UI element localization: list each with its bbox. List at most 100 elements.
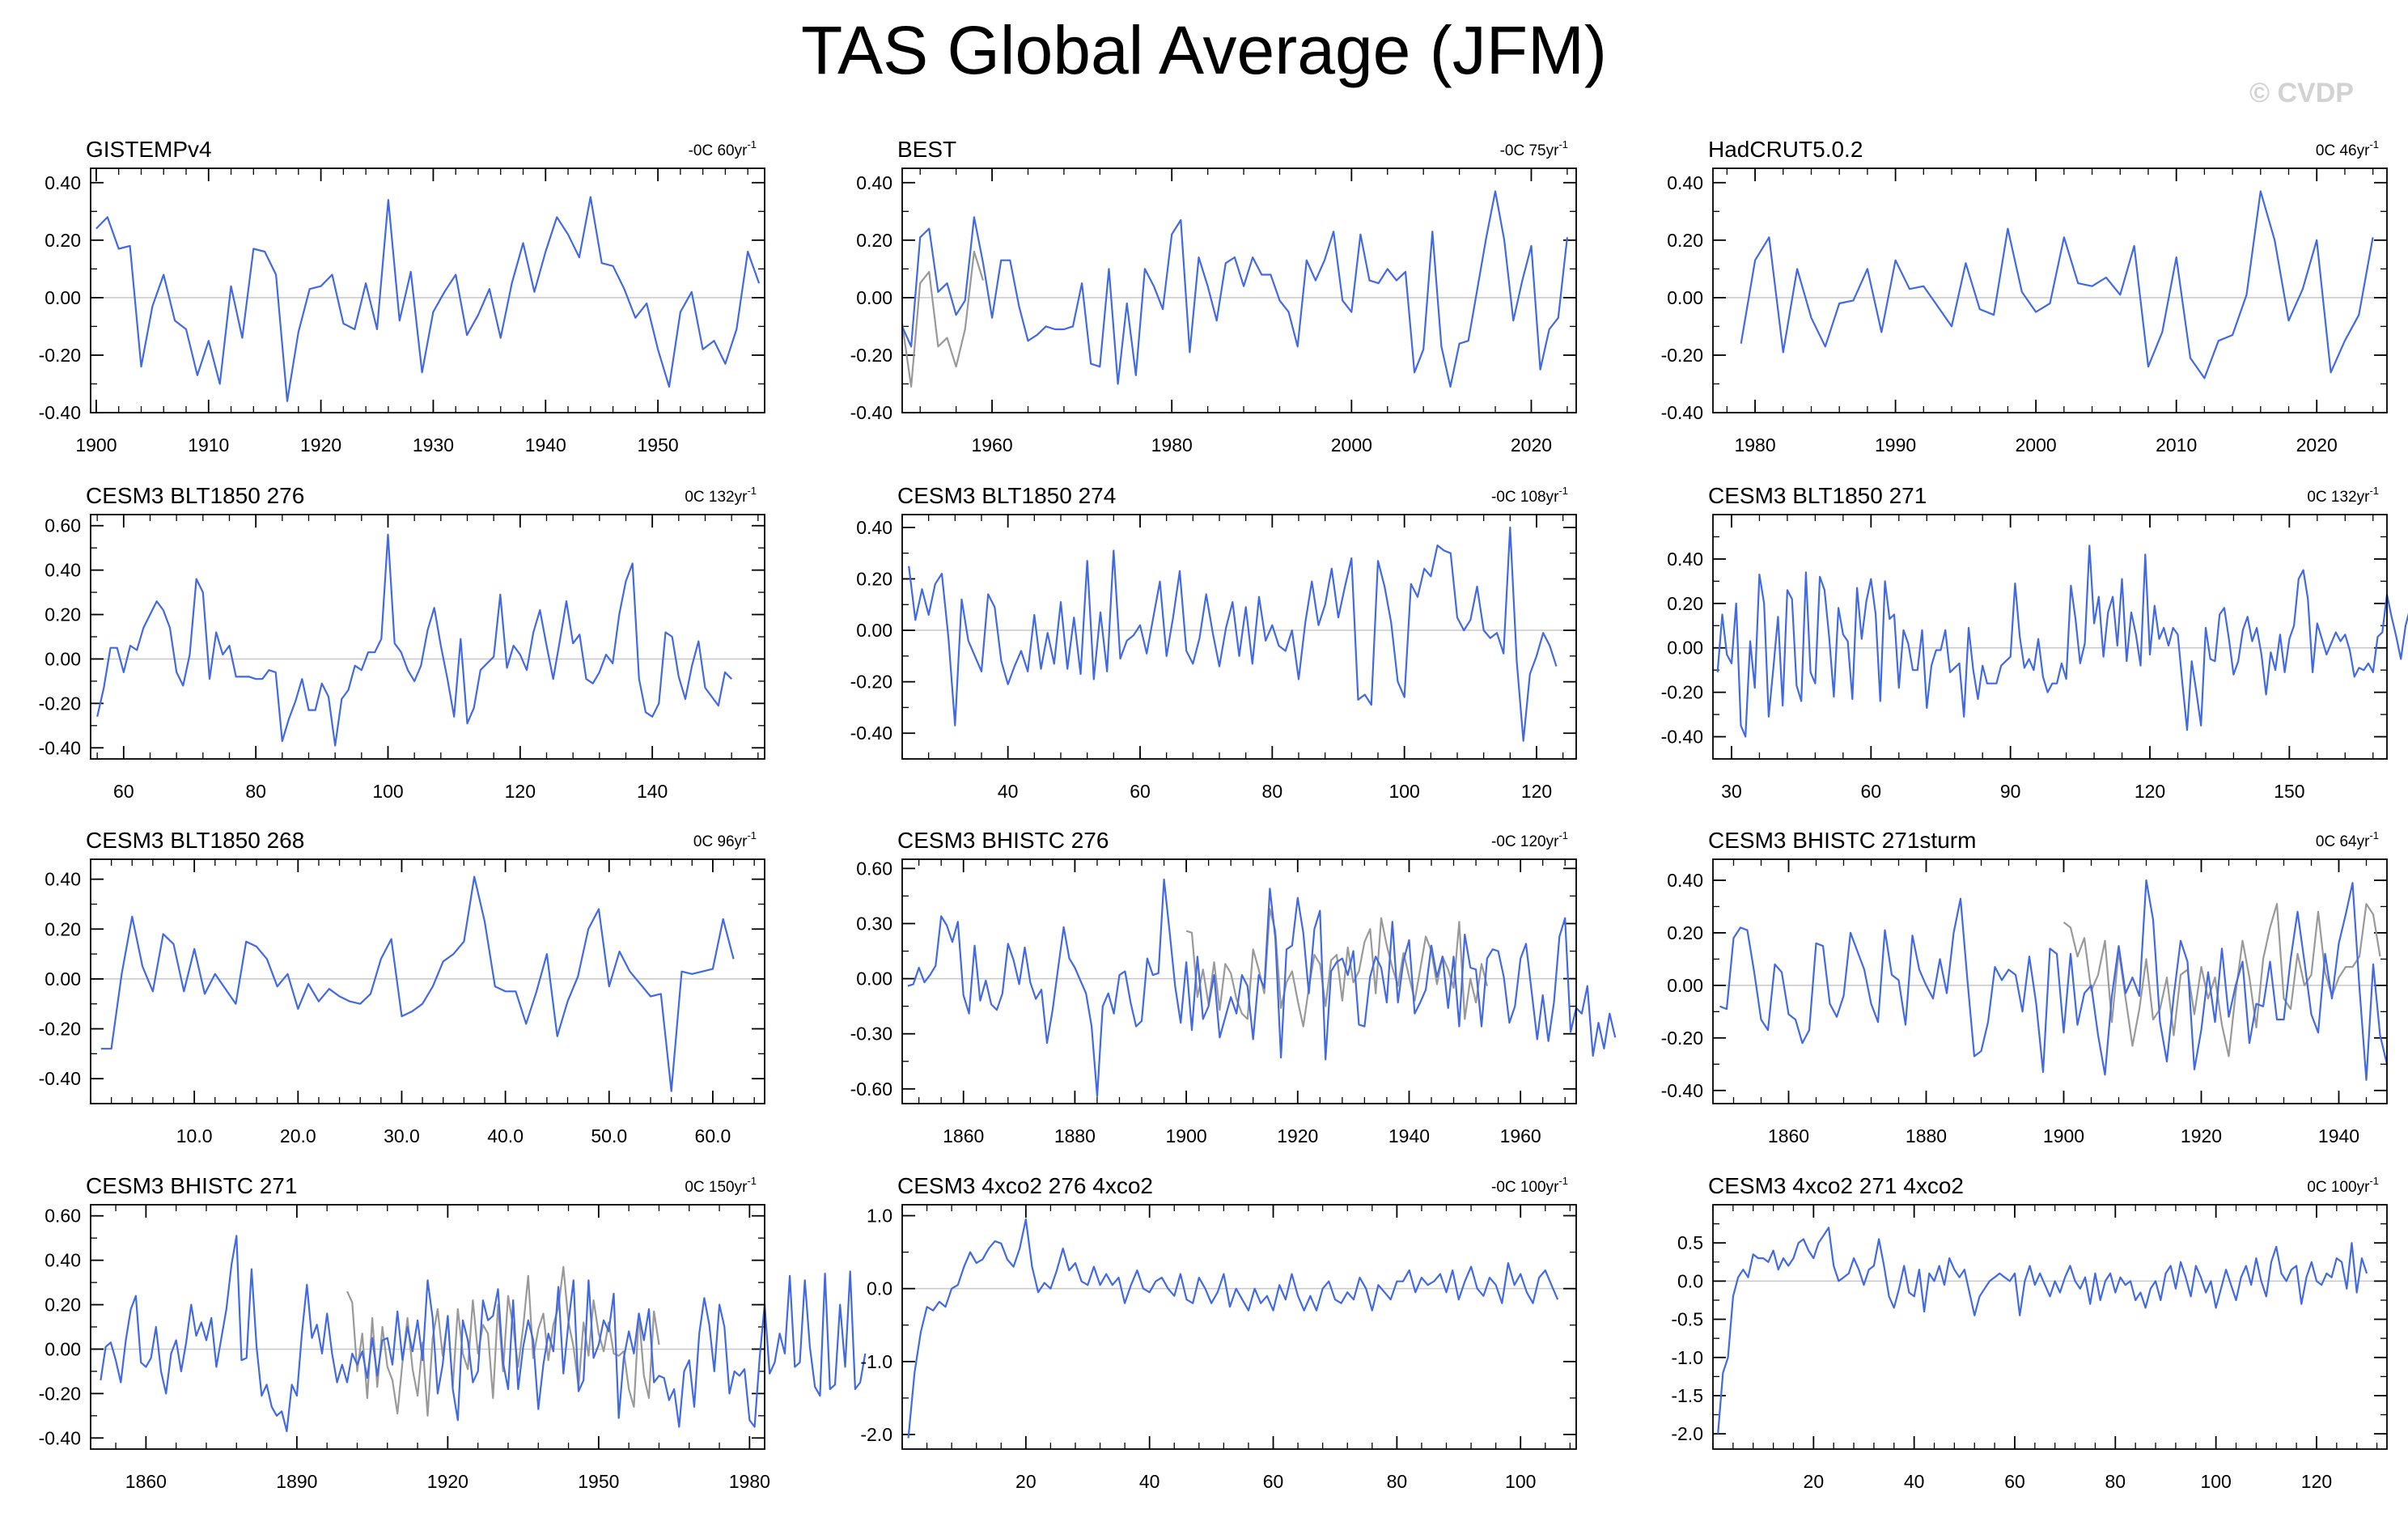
panel-title: CESM3 BHISTC 276 bbox=[897, 828, 1109, 853]
x-tick-label: 30 bbox=[1721, 781, 1742, 802]
y-tick-label: -0.20 bbox=[39, 345, 81, 366]
x-tick-label: 1950 bbox=[638, 434, 679, 456]
trend-value: 0C 150yr bbox=[685, 1179, 748, 1196]
model-series-line bbox=[96, 533, 732, 747]
x-tick-label: 60 bbox=[2004, 1471, 2025, 1492]
y-tick-label: 0.40 bbox=[45, 560, 81, 581]
trend-exponent: -1 bbox=[747, 1175, 757, 1187]
page-title: TAS Global Average (JFM) bbox=[801, 12, 1607, 88]
y-tick-label: -0.40 bbox=[1661, 402, 1703, 423]
trend-exponent: -1 bbox=[2369, 138, 2379, 150]
x-tick-label: 30.0 bbox=[384, 1125, 420, 1146]
x-tick-label: 1860 bbox=[1768, 1125, 1809, 1146]
y-tick-label: -0.40 bbox=[39, 737, 81, 758]
plot-frame bbox=[90, 858, 765, 1104]
model-series-line bbox=[907, 878, 1617, 1098]
y-tick-label: 0.00 bbox=[1667, 975, 1703, 996]
x-tick-label: 40 bbox=[1139, 1471, 1160, 1492]
y-tick-label: 0.00 bbox=[45, 648, 81, 669]
x-tick-label: 1860 bbox=[125, 1471, 167, 1492]
trend-exponent: -1 bbox=[2369, 1175, 2379, 1187]
trend-label: 0C 46yr-1 bbox=[2316, 138, 2379, 159]
x-tick-label: 1940 bbox=[2318, 1125, 2359, 1146]
x-tick-label: 2020 bbox=[2296, 434, 2338, 456]
panel-title: CESM3 BLT1850 268 bbox=[86, 828, 304, 853]
y-tick-label: -0.5 bbox=[1671, 1309, 1703, 1330]
x-tick-label: 100 bbox=[2200, 1471, 2231, 1492]
trend-exponent: -1 bbox=[1558, 485, 1568, 497]
cvdp-watermark: © CVDP bbox=[2249, 78, 2354, 108]
model-series-line bbox=[907, 1218, 1559, 1439]
plot-frame bbox=[1712, 514, 2388, 760]
trend-value: 0C 64yr bbox=[2316, 833, 2370, 850]
trend-exponent: -1 bbox=[1558, 829, 1568, 841]
x-tick-label: 60.0 bbox=[695, 1125, 731, 1146]
trend-label: -0C 120yr-1 bbox=[1491, 829, 1568, 850]
y-tick-label: 0.00 bbox=[856, 620, 892, 641]
chart-panel: 40 60 80 100 120 -0.40 -0.20 0.00 0.20 0.40CESM3 … bbox=[850, 483, 1577, 802]
x-tick-label: 40 bbox=[1904, 1471, 1925, 1492]
x-tick-label: 2010 bbox=[2156, 434, 2197, 456]
trend-exponent: -1 bbox=[2369, 485, 2379, 497]
y-tick-label: -1.0 bbox=[1671, 1347, 1703, 1368]
x-tick-label: 100 bbox=[1505, 1471, 1536, 1492]
plot-frame bbox=[901, 514, 1577, 760]
chart-panel: 1980 1990 2000 2010 2020 -0.40 -0.20 0.00 0.20 0.… bbox=[1661, 137, 2388, 456]
x-tick-label: 100 bbox=[1388, 781, 1419, 802]
panel-title: BEST bbox=[897, 137, 956, 162]
y-tick-label: -0.20 bbox=[1661, 682, 1703, 703]
x-tick-label: 80 bbox=[1387, 1471, 1408, 1492]
y-tick-label: 0.60 bbox=[45, 1206, 81, 1227]
trend-value: 0C 132yr bbox=[685, 489, 748, 506]
model-series-line bbox=[1717, 1227, 2368, 1435]
y-tick-label: 0.40 bbox=[856, 517, 892, 538]
x-tick-label: 1900 bbox=[75, 434, 117, 456]
model-series-line bbox=[95, 196, 761, 402]
y-tick-label: 0.20 bbox=[1667, 922, 1703, 943]
trend-label: 0C 132yr-1 bbox=[2307, 485, 2379, 506]
panel-title: CESM3 4xco2 271 4xco2 bbox=[1708, 1173, 1964, 1198]
model-series-line bbox=[901, 190, 1568, 388]
trend-value: 0C 100yr bbox=[2307, 1179, 2370, 1196]
trend-exponent: -1 bbox=[2369, 829, 2379, 841]
trend-value: -0C 120yr bbox=[1491, 833, 1559, 850]
y-tick-label: -0.30 bbox=[850, 1024, 892, 1045]
x-tick-label: 50.0 bbox=[591, 1125, 627, 1146]
y-tick-label: 0.60 bbox=[856, 858, 892, 879]
y-tick-label: 0.20 bbox=[45, 918, 81, 939]
trend-value: -0C 100yr bbox=[1491, 1179, 1559, 1196]
trend-label: 0C 100yr-1 bbox=[2307, 1175, 2379, 1196]
y-tick-label: 0.00 bbox=[856, 287, 892, 308]
y-tick-label: -0.40 bbox=[850, 402, 892, 423]
y-tick-label: -0.20 bbox=[1661, 345, 1703, 366]
y-tick-label: 0.40 bbox=[856, 172, 892, 193]
chart-panel: 60 80 100 120 140 -0.40 -0.20 0.00 0.20 0.40 0.60C… bbox=[39, 483, 765, 802]
trend-label: 0C 150yr-1 bbox=[685, 1175, 757, 1196]
chart-panel: 1860 1880 1900 1920 1940 -0.40 -0.20 0.00 0.20 0.… bbox=[1661, 828, 2389, 1146]
panel-title: CESM3 4xco2 276 4xco2 bbox=[897, 1173, 1153, 1198]
panel-title: CESM3 BHISTC 271sturm bbox=[1708, 828, 1976, 853]
y-tick-label: 0.40 bbox=[1667, 172, 1703, 193]
y-tick-label: -2.0 bbox=[860, 1424, 892, 1445]
trend-label: -0C 60yr-1 bbox=[689, 138, 757, 159]
y-tick-label: 0.40 bbox=[45, 172, 81, 193]
plot-frame bbox=[1712, 1204, 2388, 1450]
x-tick-label: 60 bbox=[1861, 781, 1882, 802]
x-tick-label: 1860 bbox=[943, 1125, 984, 1146]
x-tick-label: 120 bbox=[2135, 781, 2165, 802]
x-tick-label: 60 bbox=[1263, 1471, 1284, 1492]
x-tick-label: 90 bbox=[2000, 781, 2021, 802]
obs-series-line bbox=[1185, 908, 1488, 1028]
obs-series-line bbox=[2062, 903, 2381, 1057]
trend-exponent: -1 bbox=[747, 829, 757, 841]
y-tick-label: -0.20 bbox=[1661, 1028, 1703, 1049]
x-tick-label: 1890 bbox=[276, 1471, 317, 1492]
y-tick-label: 0.00 bbox=[856, 968, 892, 990]
x-tick-label: 2000 bbox=[2016, 434, 2057, 456]
y-tick-label: -0.20 bbox=[850, 672, 892, 693]
x-tick-label: 60 bbox=[1130, 781, 1151, 802]
panel-title: CESM3 BLT1850 276 bbox=[86, 483, 304, 508]
x-tick-label: 40.0 bbox=[487, 1125, 524, 1146]
trend-label: 0C 64yr-1 bbox=[2316, 829, 2379, 850]
trend-value: -0C 75yr bbox=[1500, 142, 1560, 159]
